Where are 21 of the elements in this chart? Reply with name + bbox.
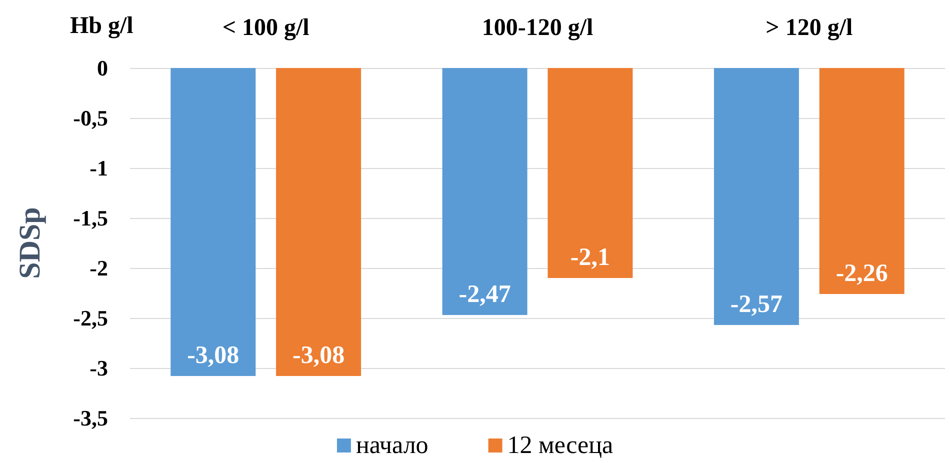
legend-label: 12 месеца: [507, 432, 614, 459]
x-tick-label: > 120 g/l: [766, 15, 854, 41]
data-label: -2,26: [836, 260, 888, 287]
x-tick-label: 100-120 g/l: [482, 15, 594, 41]
data-label: -2,57: [730, 291, 783, 318]
y-tick-label: -3,5: [73, 406, 108, 430]
y-tick-label: -2,5: [73, 306, 108, 330]
y-tick-label: -1,5: [73, 206, 108, 230]
data-label: -2,47: [458, 281, 511, 308]
y-tick-label: -2: [90, 256, 108, 280]
y-tick-label: -0,5: [73, 106, 108, 130]
data-label: -2,1: [570, 244, 610, 271]
y-tick-label: -1: [90, 156, 108, 180]
legend-label: начало: [356, 432, 428, 459]
y-tick-label: 0: [97, 56, 108, 80]
x-axis-title: Hb g/l: [70, 13, 134, 39]
x-tick-label: < 100 g/l: [222, 15, 310, 41]
y-axis-title: SDSp: [14, 207, 46, 279]
data-label: -3,08: [187, 342, 240, 369]
y-tick-label: -3: [90, 356, 108, 380]
data-label: -3,08: [292, 342, 345, 369]
